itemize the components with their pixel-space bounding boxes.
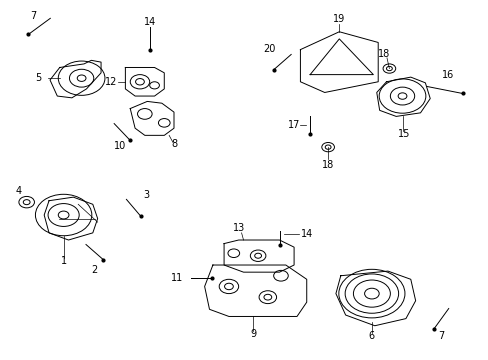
Text: 7: 7 (437, 332, 444, 342)
Text: 13: 13 (232, 223, 244, 233)
Text: 18: 18 (321, 160, 334, 170)
Text: 1: 1 (61, 256, 66, 266)
Text: 2: 2 (91, 265, 98, 275)
Text: 20: 20 (263, 44, 275, 54)
Text: 3: 3 (143, 190, 149, 200)
Text: 4: 4 (15, 186, 21, 197)
Text: 9: 9 (250, 329, 256, 339)
Text: 16: 16 (441, 69, 453, 80)
Text: 8: 8 (171, 139, 177, 149)
Text: 12: 12 (104, 77, 117, 87)
Text: 17: 17 (287, 120, 300, 130)
Text: 18: 18 (378, 49, 390, 59)
Text: 14: 14 (143, 17, 156, 27)
Text: 15: 15 (397, 129, 409, 139)
Text: 6: 6 (368, 332, 374, 342)
Text: 19: 19 (332, 14, 345, 23)
Text: 7: 7 (30, 12, 36, 21)
Text: 14: 14 (300, 229, 312, 239)
Text: 5: 5 (35, 73, 41, 83)
Text: 10: 10 (114, 141, 126, 151)
Text: 11: 11 (171, 273, 183, 283)
